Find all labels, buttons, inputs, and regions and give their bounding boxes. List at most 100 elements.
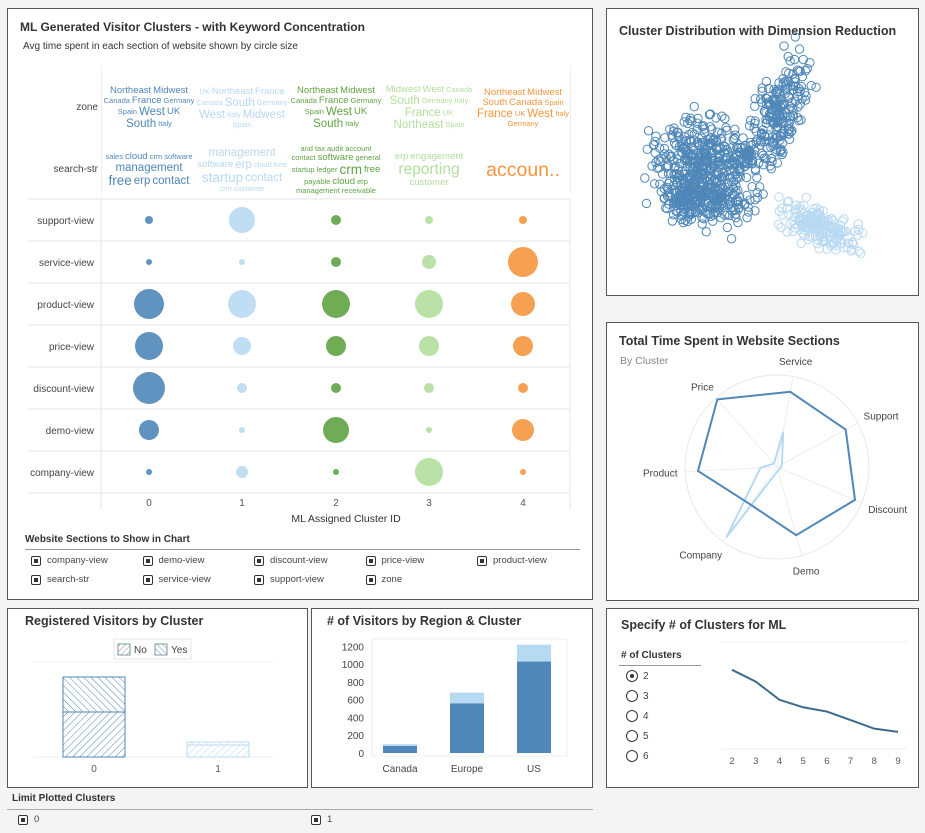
checkbox-label: 1 [327,814,333,825]
radio-unselected-icon[interactable] [626,710,638,722]
bubble[interactable] [236,466,248,478]
bubble[interactable] [233,337,251,355]
bubble[interactable] [331,215,341,225]
bubble[interactable] [237,383,247,393]
section-checkbox-search-str[interactable]: search-str [31,574,89,585]
checkbox-checked-icon[interactable] [31,555,41,566]
bubble[interactable] [424,383,434,393]
section-checkbox-product-view[interactable]: product-view [477,555,547,566]
radar-series-1[interactable] [725,431,785,538]
checkbox-checked-icon[interactable] [365,555,376,566]
scatter-point-cluster-0 [785,56,795,66]
scatter-point-cluster-1 [782,227,792,237]
bar-segment-1[interactable] [517,644,551,662]
keyword: Italy [227,110,241,120]
bubble[interactable] [139,420,159,440]
section-checkbox-price-view[interactable]: price-view [365,555,424,566]
panel-subtitle: Avg time spent in each section of websit… [23,41,298,52]
bar-no[interactable] [62,711,126,758]
bar-yes[interactable] [62,676,126,713]
cluster-radio-6[interactable]: 6 [626,750,649,762]
keyword: free [363,164,381,175]
legend-label-yes: Yes [171,645,187,656]
section-checkbox-service-view[interactable]: service-view [142,574,211,585]
bubble[interactable] [508,247,538,277]
section-checkbox-support-view[interactable]: support-view [254,574,324,585]
bubble[interactable] [333,469,339,475]
checkbox-checked-icon[interactable] [31,574,41,585]
bubble[interactable] [415,458,443,486]
line-series[interactable] [731,668,899,733]
scatter-point-cluster-0 [650,148,660,158]
panel-title: Registered Visitors by Cluster [25,614,204,628]
scatter-point-cluster-1 [842,242,852,252]
row-label: service-view [39,258,95,269]
radio-unselected-icon[interactable] [626,730,638,742]
section-checkbox-discount-view[interactable]: discount-view [254,555,328,566]
radio-selected-icon[interactable] [626,670,638,682]
scatter-point-cluster-0 [776,94,786,105]
bubble[interactable] [135,332,163,360]
scatter-point-cluster-0 [772,100,783,111]
limit-cluster-checkbox-0[interactable]: 0 [18,814,39,825]
bubble[interactable] [134,289,164,319]
bar-segment-0[interactable] [517,661,551,753]
bubble[interactable] [519,216,527,224]
bar-yes[interactable] [186,741,250,746]
bubble[interactable] [145,216,153,224]
bubble[interactable] [326,336,346,356]
scatter-point-cluster-0 [697,219,707,229]
checkbox-checked-icon[interactable] [365,574,376,585]
bubble[interactable] [146,259,152,265]
cluster-radio-3[interactable]: 3 [626,690,649,702]
bar-segment-1[interactable] [450,692,484,704]
bubble[interactable] [331,383,341,393]
bubble[interactable] [415,290,443,318]
bubble[interactable] [512,419,534,441]
checkbox-checked-icon[interactable] [311,814,321,825]
checkbox-checked-icon[interactable] [477,555,487,566]
bubble[interactable] [323,417,349,443]
radio-unselected-icon[interactable] [626,690,638,702]
bubble[interactable] [425,216,433,224]
section-checkbox-company-view[interactable]: company-view [31,555,108,566]
bar-segment-0[interactable] [450,703,484,753]
checkbox-checked-icon[interactable] [142,574,153,585]
cluster-radio-5[interactable]: 5 [626,730,649,742]
bar-segment-0[interactable] [383,745,417,753]
cluster-radio-4[interactable]: 4 [626,710,649,722]
bubble[interactable] [322,290,350,318]
bubble[interactable] [239,427,245,433]
bar-no[interactable] [186,744,250,758]
section-checkbox-zone[interactable]: zone [365,574,402,585]
radar-series-0[interactable] [696,390,857,537]
bubble[interactable] [513,336,533,356]
bar-segment-1[interactable] [383,744,417,746]
section-checkbox-demo-view[interactable]: demo-view [142,555,204,566]
bubble[interactable] [511,292,535,316]
bubble[interactable] [228,290,256,318]
bubble[interactable] [518,383,528,393]
radio-unselected-icon[interactable] [626,750,638,762]
checkbox-checked-icon[interactable] [142,555,153,566]
x-tick-label: 3 [426,498,432,509]
bubble[interactable] [419,336,439,356]
keyword: West [422,83,445,95]
checkbox-checked-icon[interactable] [254,555,264,566]
bubble[interactable] [239,259,245,265]
checkbox-checked-icon[interactable] [18,814,28,825]
bubble[interactable] [520,469,526,475]
scatter-point-cluster-0 [743,207,754,217]
scatter-point-cluster-0 [686,142,696,152]
bubble[interactable] [229,207,255,233]
scatter-point-cluster-0 [753,158,764,169]
bubble[interactable] [331,257,341,267]
cluster-radio-2[interactable]: 2 [626,670,649,682]
bubble[interactable] [426,427,432,433]
limit-cluster-checkbox-1[interactable]: 1 [311,814,332,825]
checkbox-checked-icon[interactable] [254,574,264,585]
bubble[interactable] [133,372,165,404]
bubble[interactable] [146,469,152,475]
bubble[interactable] [422,255,436,269]
scatter-point-cluster-0 [733,143,743,154]
